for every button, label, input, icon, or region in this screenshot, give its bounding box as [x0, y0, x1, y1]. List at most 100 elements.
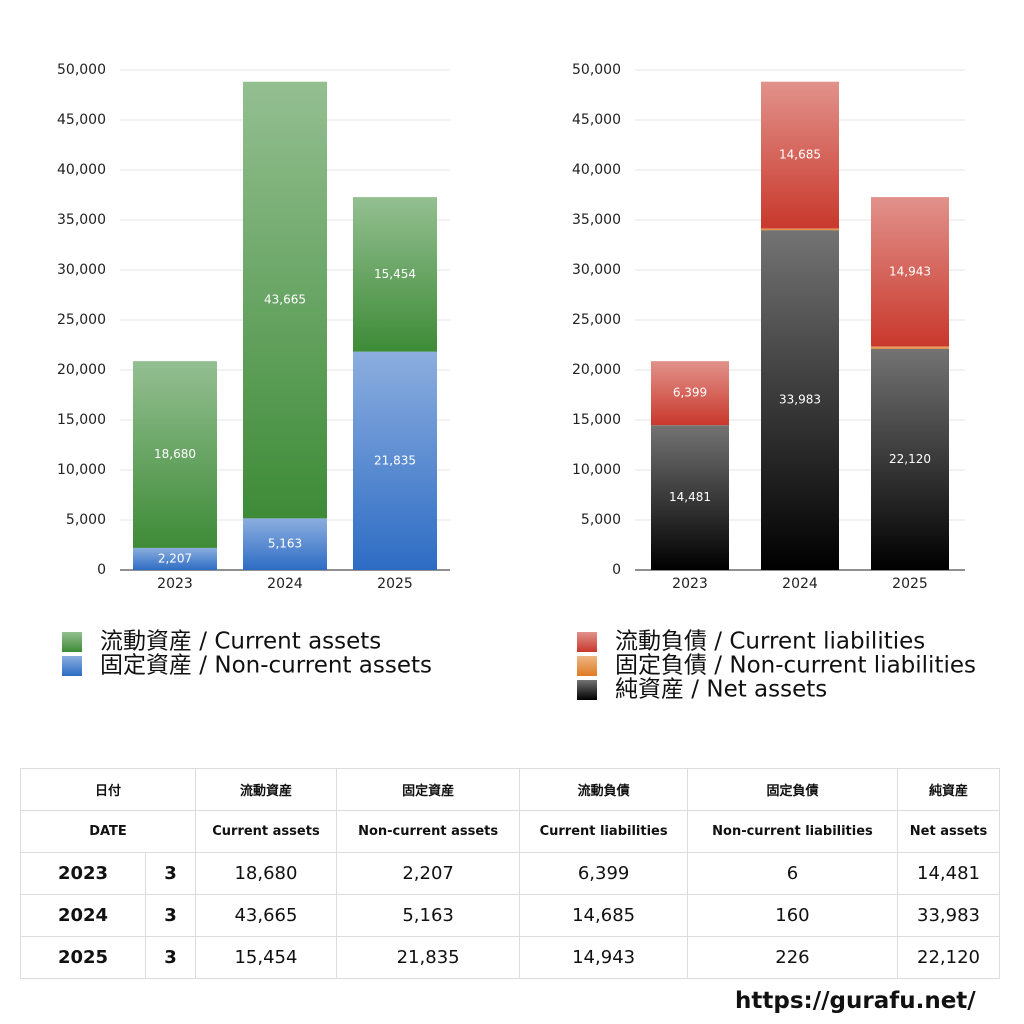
legend-swatch [577, 656, 597, 676]
table-cell: 160 [686, 894, 899, 937]
table-cell: 2025 [20, 936, 146, 979]
table-cell: 43,665 [195, 894, 337, 937]
x-tick-label: 2025 [892, 576, 928, 592]
y-tick-label: 25,000 [57, 312, 106, 328]
bar-segment [871, 346, 949, 349]
data-table: 日付 流動資産 固定資産 流動負債 固定負債 純資産 DATE Current assets… [20, 768, 1000, 979]
legend-label: 流動資産 / Current assets [100, 629, 381, 655]
x-tick-label: 2025 [377, 576, 413, 592]
header-cell: Non-current assets [335, 810, 521, 853]
x-tick-label: 2024 [782, 576, 818, 592]
legend-label: 固定資産 / Non-current assets [100, 653, 432, 679]
bar-segment [651, 361, 729, 426]
y-tick-label: 5,000 [66, 512, 106, 528]
value-label: 5,163 [268, 537, 302, 551]
header-cell: Non-current liabilities [686, 810, 899, 853]
x-tick-label: 2023 [157, 576, 193, 592]
table-cell: 3 [145, 894, 196, 937]
table-cell: 14,943 [519, 936, 688, 979]
header-cell: 純資産 [897, 768, 1000, 811]
y-tick-label: 15,000 [57, 412, 106, 428]
header-cell: 固定負債 [686, 768, 899, 811]
y-tick-label: 30,000 [57, 262, 106, 278]
table-cell: 2,207 [335, 852, 521, 895]
y-tick-label: 50,000 [572, 62, 621, 78]
table-cell: 22,120 [897, 936, 1000, 979]
header-cell: Current assets [195, 810, 337, 853]
y-tick-label: 20,000 [572, 362, 621, 378]
table-cell: 14,685 [519, 894, 688, 937]
legend-label: 流動負債 / Current liabilities [615, 629, 925, 655]
y-tick-label: 0 [97, 562, 106, 578]
y-tick-label: 50,000 [57, 62, 106, 78]
value-label: 6,399 [673, 386, 707, 400]
legend-label: 固定負債 / Non-current liabilities [615, 653, 976, 679]
legend-swatch [577, 680, 597, 700]
footer-url: https://gurafu.net/ [735, 988, 976, 1014]
y-tick-label: 10,000 [572, 462, 621, 478]
table-cell: 5,163 [335, 894, 521, 937]
bar-segment [761, 230, 839, 571]
value-label: 43,665 [264, 293, 306, 307]
legend-swatch [62, 656, 82, 676]
table-cell: 33,983 [897, 894, 1000, 937]
bar-segment [761, 81, 839, 229]
header-cell: Current liabilities [519, 810, 688, 853]
value-label: 2,207 [158, 551, 192, 565]
y-tick-label: 40,000 [572, 162, 621, 178]
y-tick-label: 45,000 [572, 112, 621, 128]
y-tick-label: 35,000 [57, 212, 106, 228]
bar-segment [243, 518, 327, 570]
y-tick-label: 0 [612, 562, 621, 578]
y-tick-label: 10,000 [57, 462, 106, 478]
table-cell: 2023 [20, 852, 146, 895]
header-cell: 流動資産 [195, 768, 337, 811]
table-cell: 21,835 [335, 936, 521, 979]
bar-segment [761, 228, 839, 231]
legend-label: 純資産 / Net assets [615, 677, 827, 703]
y-tick-label: 30,000 [572, 262, 621, 278]
y-tick-label: 20,000 [57, 362, 106, 378]
bar-segment [651, 425, 729, 570]
table-cell: 18,680 [195, 852, 337, 895]
y-tick-label: 45,000 [57, 112, 106, 128]
y-tick-label: 5,000 [581, 512, 621, 528]
table-cell: 14,481 [897, 852, 1000, 895]
table-cell: 2024 [20, 894, 146, 937]
table-cell: 15,454 [195, 936, 337, 979]
value-label: 18,680 [154, 447, 196, 461]
y-tick-label: 25,000 [572, 312, 621, 328]
table-cell: 3 [145, 852, 196, 895]
value-label: 14,481 [669, 490, 711, 504]
header-cell: 日付 [20, 768, 196, 811]
bar-segment [871, 348, 949, 570]
header-cell: 固定資産 [335, 768, 521, 811]
y-tick-label: 40,000 [57, 162, 106, 178]
value-label: 15,454 [374, 267, 416, 281]
legend-swatch [577, 632, 597, 652]
header-cell: DATE [20, 810, 196, 853]
x-tick-label: 2024 [267, 576, 303, 592]
x-tick-label: 2023 [672, 576, 708, 592]
table-cell: 226 [686, 936, 899, 979]
value-label: 21,835 [374, 453, 416, 467]
header-cell: 流動負債 [519, 768, 688, 811]
bar-segment [133, 547, 217, 570]
y-tick-label: 35,000 [572, 212, 621, 228]
bar-segment [871, 197, 949, 347]
value-label: 14,943 [889, 264, 931, 278]
header-cell: Net assets [897, 810, 1000, 853]
y-tick-label: 15,000 [572, 412, 621, 428]
table-cell: 6 [686, 852, 899, 895]
value-label: 22,120 [889, 452, 931, 466]
table-cell: 3 [145, 936, 196, 979]
bar-segment [353, 197, 437, 352]
charts: 0 5,000 10,000 15,000 20,000 25,000 30,000 35,0… [57, 62, 976, 703]
value-label: 14,685 [779, 148, 821, 162]
value-label: 33,983 [779, 393, 821, 407]
table-cell: 6,399 [519, 852, 688, 895]
bar-segment [243, 81, 327, 519]
bar-segment [133, 361, 217, 548]
bar-segment [353, 351, 437, 570]
